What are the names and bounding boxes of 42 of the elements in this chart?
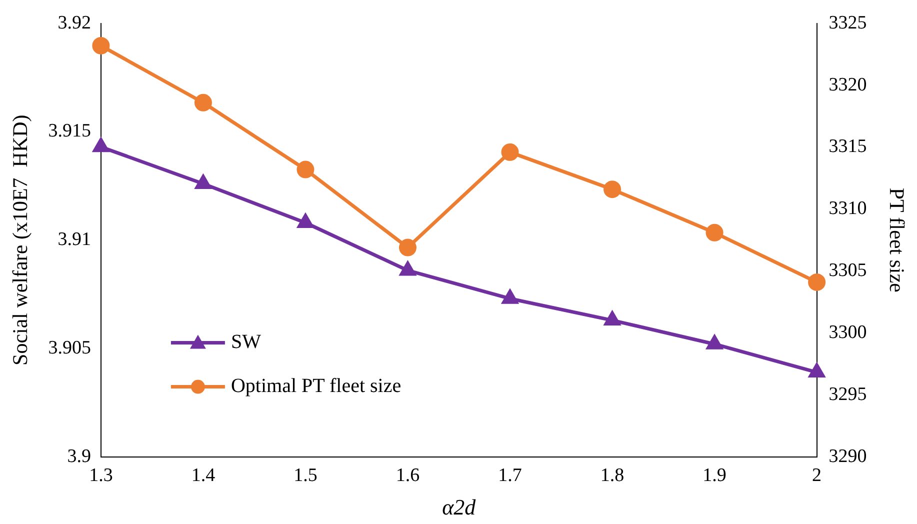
point	[398, 238, 416, 256]
y-tick-label: 3.92	[58, 12, 91, 34]
point	[808, 273, 826, 291]
y-tick-label: 3.91	[58, 229, 91, 250]
y-axis-title: Social welfare (x10E7 HKD)	[8, 114, 32, 366]
x-tick-label: 1.9	[702, 465, 726, 486]
x-tick-label: 1.6	[396, 465, 420, 486]
point	[93, 138, 109, 152]
y2-axis-title: PT fleet size	[884, 188, 909, 292]
point	[502, 290, 518, 304]
y-tick-label: 3.915	[48, 120, 91, 142]
point	[296, 160, 314, 178]
x-tick-label: 1.8	[600, 465, 624, 486]
x-tick-label: 1.3	[89, 465, 113, 486]
point	[92, 36, 110, 54]
point	[604, 180, 622, 198]
point	[194, 94, 212, 112]
y2-tick-label: 3290	[828, 446, 867, 467]
x-tick-label: 2	[812, 465, 822, 486]
y2-tick-label: 3305	[828, 260, 867, 282]
point	[501, 143, 519, 161]
y2-tick-label: 3300	[828, 322, 867, 343]
x-axis-title: α2d	[442, 494, 477, 520]
x-tick-label: 1.4	[191, 465, 216, 486]
point	[298, 214, 314, 228]
y2-tick-label: 3315	[828, 136, 867, 158]
y2-tick-label: 3325	[828, 12, 867, 34]
legend-label: SW	[230, 331, 262, 354]
y2-tick-label: 3310	[828, 198, 867, 220]
point	[706, 335, 722, 350]
x-tick-label: 1.5	[294, 465, 318, 486]
point	[604, 312, 620, 326]
legend-label: Optimal PT fleet size	[230, 375, 402, 398]
point	[400, 262, 416, 276]
point	[706, 224, 724, 242]
y2-tick-label: 3295	[828, 384, 867, 405]
point	[808, 364, 825, 378]
point	[195, 175, 212, 190]
y-tick-label: 3.9	[67, 446, 91, 467]
x-tick-label: 1.7	[498, 465, 522, 486]
y-tick-label: 3.905	[48, 337, 91, 358]
y2-tick-label: 3320	[828, 74, 867, 96]
